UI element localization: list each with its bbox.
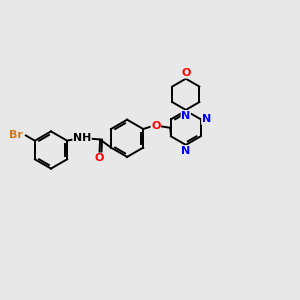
Text: O: O <box>95 153 104 163</box>
Text: N: N <box>202 114 211 124</box>
Text: Br: Br <box>9 130 23 140</box>
Text: N: N <box>181 111 190 121</box>
Text: NH: NH <box>73 133 91 143</box>
Text: N: N <box>181 146 190 156</box>
Text: O: O <box>151 121 160 131</box>
Text: O: O <box>181 68 190 78</box>
